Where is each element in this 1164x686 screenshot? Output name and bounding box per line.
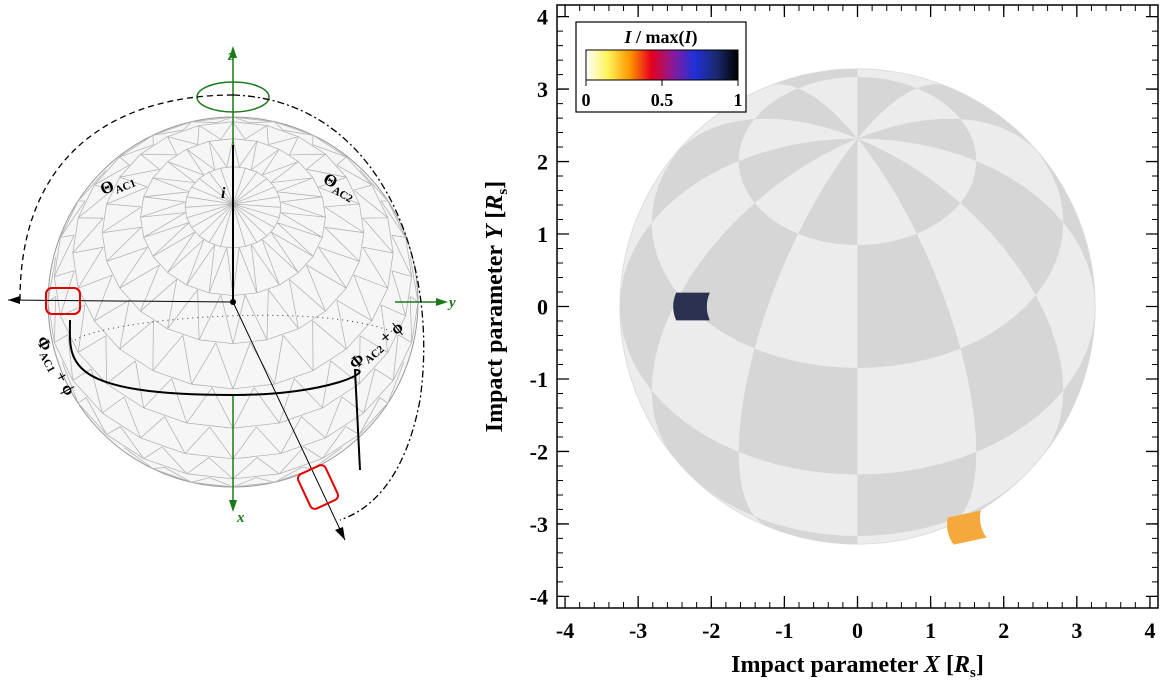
colorbar-tick-label: 0 <box>582 90 591 110</box>
x-axis-label: Impact parameter X [Rs] <box>731 652 984 681</box>
colorbar <box>586 50 738 80</box>
x-tick-label: 1 <box>925 618 936 643</box>
x-axis-label-part: ] <box>976 652 984 678</box>
label-y: y <box>447 295 456 311</box>
colorbar-label: I / max(I) <box>623 27 697 48</box>
x-tick-label: 2 <box>998 618 1009 643</box>
y-axis-label-part: [ <box>482 211 508 225</box>
x-tick-label: -1 <box>775 618 793 643</box>
colorbar-label-part: ) <box>692 27 698 48</box>
x-axis-label-part: [ <box>940 652 954 678</box>
y-axis-label: Impact parameter Y [Rs] <box>482 181 511 432</box>
y-tick-label: 2 <box>537 150 548 175</box>
x-tick-label: 4 <box>1144 618 1155 643</box>
label-x: x <box>236 510 245 526</box>
y-tick-label: 3 <box>537 77 548 102</box>
y-tick-label: -1 <box>530 367 548 392</box>
x-tick-label: 3 <box>1071 618 1082 643</box>
label-i: i <box>221 185 226 202</box>
spot <box>673 293 710 321</box>
y-tick-label: -4 <box>530 584 548 609</box>
y-arrow <box>436 298 448 306</box>
x-axis-label-part: Impact parameter <box>731 652 924 678</box>
x-tick-label: -3 <box>629 618 647 643</box>
los-2-arrow <box>335 527 345 540</box>
plot: -4 -3 -2 -1 0 1 2 3 4 -4 -3 -2 -1 0 1 2 3 4 Impact paramet… <box>482 5 1158 681</box>
colorbar-tick-label: 0.5 <box>651 90 674 110</box>
figure: zyxiΘAC1ΘAC2ΦAC1 + ϕΦAC2 + ϕ -4-3-2-1012… <box>0 0 1164 681</box>
x-tick-label: -2 <box>702 618 720 643</box>
colorbar-label-part: / max( <box>632 27 685 48</box>
x-arrow <box>229 500 237 512</box>
y-tick-label: 4 <box>537 5 548 30</box>
x-axis-label-part: R <box>953 652 970 678</box>
y-axis-label-part: ] <box>482 181 508 189</box>
los-1-arrow <box>8 296 20 304</box>
y-tick-label: -3 <box>530 512 548 537</box>
y-tick-label: -2 <box>530 439 548 464</box>
y-tick-label: 0 <box>537 295 548 320</box>
y-axis-label-part: R <box>482 195 508 212</box>
x-axis-label-part: X <box>923 652 941 678</box>
label-z: z <box>227 48 234 64</box>
colorbar-tick-label: 1 <box>734 90 743 110</box>
y-tick-label: 1 <box>537 222 548 247</box>
x-tick-label: -4 <box>556 618 574 643</box>
y-axis-label-part: Impact parameter <box>482 239 508 432</box>
x-tick-label: 0 <box>852 618 863 643</box>
